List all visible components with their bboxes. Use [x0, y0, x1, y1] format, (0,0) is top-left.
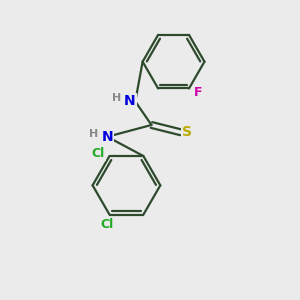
- Text: N: N: [124, 94, 136, 108]
- Text: Cl: Cl: [92, 147, 105, 160]
- Text: Cl: Cl: [100, 218, 113, 232]
- Text: S: S: [182, 125, 192, 139]
- Text: F: F: [194, 86, 202, 99]
- Text: N: N: [101, 130, 113, 144]
- Text: H: H: [89, 129, 99, 139]
- Text: H: H: [112, 93, 122, 103]
